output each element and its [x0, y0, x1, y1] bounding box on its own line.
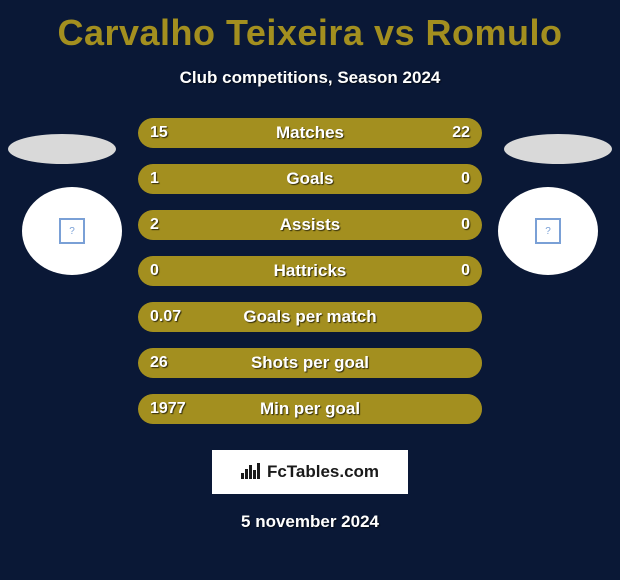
stat-row: 1977Min per goal	[138, 394, 482, 424]
stat-bar-right	[272, 118, 482, 148]
stat-bar-right	[475, 348, 482, 378]
snapshot-date: 5 november 2024	[0, 512, 620, 532]
player-right-avatar: ?	[498, 187, 598, 275]
player-left-avatar: ?	[22, 187, 122, 275]
stat-bar-right	[406, 210, 482, 240]
stat-value-right: 22	[452, 118, 470, 148]
bar-chart-icon	[241, 461, 261, 484]
source-logo-text: FcTables.com	[267, 462, 379, 482]
stat-row: 0.07Goals per match	[138, 302, 482, 332]
stat-bar-right	[475, 394, 482, 424]
stat-value-left: 0.07	[150, 302, 181, 332]
stat-value-left: 1977	[150, 394, 186, 424]
stat-row: 1522Matches	[138, 118, 482, 148]
stat-bar-left	[138, 302, 475, 332]
stat-bar-left	[138, 256, 310, 286]
stat-value-left: 1	[150, 164, 159, 194]
stat-value-left: 26	[150, 348, 168, 378]
stat-bar-right	[406, 164, 482, 194]
stat-bar-right	[310, 256, 482, 286]
stat-row: 20Assists	[138, 210, 482, 240]
stat-bar-right	[475, 302, 482, 332]
stat-value-right: 0	[461, 210, 470, 240]
source-logo: FcTables.com	[212, 450, 408, 494]
stat-value-left: 0	[150, 256, 159, 286]
player-left-shadow	[8, 134, 116, 164]
stat-row: 10Goals	[138, 164, 482, 194]
image-placeholder-icon: ?	[59, 218, 85, 244]
stat-value-right: 0	[461, 164, 470, 194]
player-right-shadow	[504, 134, 612, 164]
stat-bar-left	[138, 210, 406, 240]
stat-bar-left	[138, 164, 406, 194]
stat-value-left: 15	[150, 118, 168, 148]
stat-row: 00Hattricks	[138, 256, 482, 286]
comparison-title: Carvalho Teixeira vs Romulo	[0, 12, 620, 54]
stat-value-right: 0	[461, 256, 470, 286]
stat-value-left: 2	[150, 210, 159, 240]
comparison-subtitle: Club competitions, Season 2024	[0, 68, 620, 88]
image-placeholder-icon: ?	[535, 218, 561, 244]
stat-bar-left	[138, 348, 475, 378]
stat-bar-left	[138, 394, 475, 424]
stat-row: 26Shots per goal	[138, 348, 482, 378]
